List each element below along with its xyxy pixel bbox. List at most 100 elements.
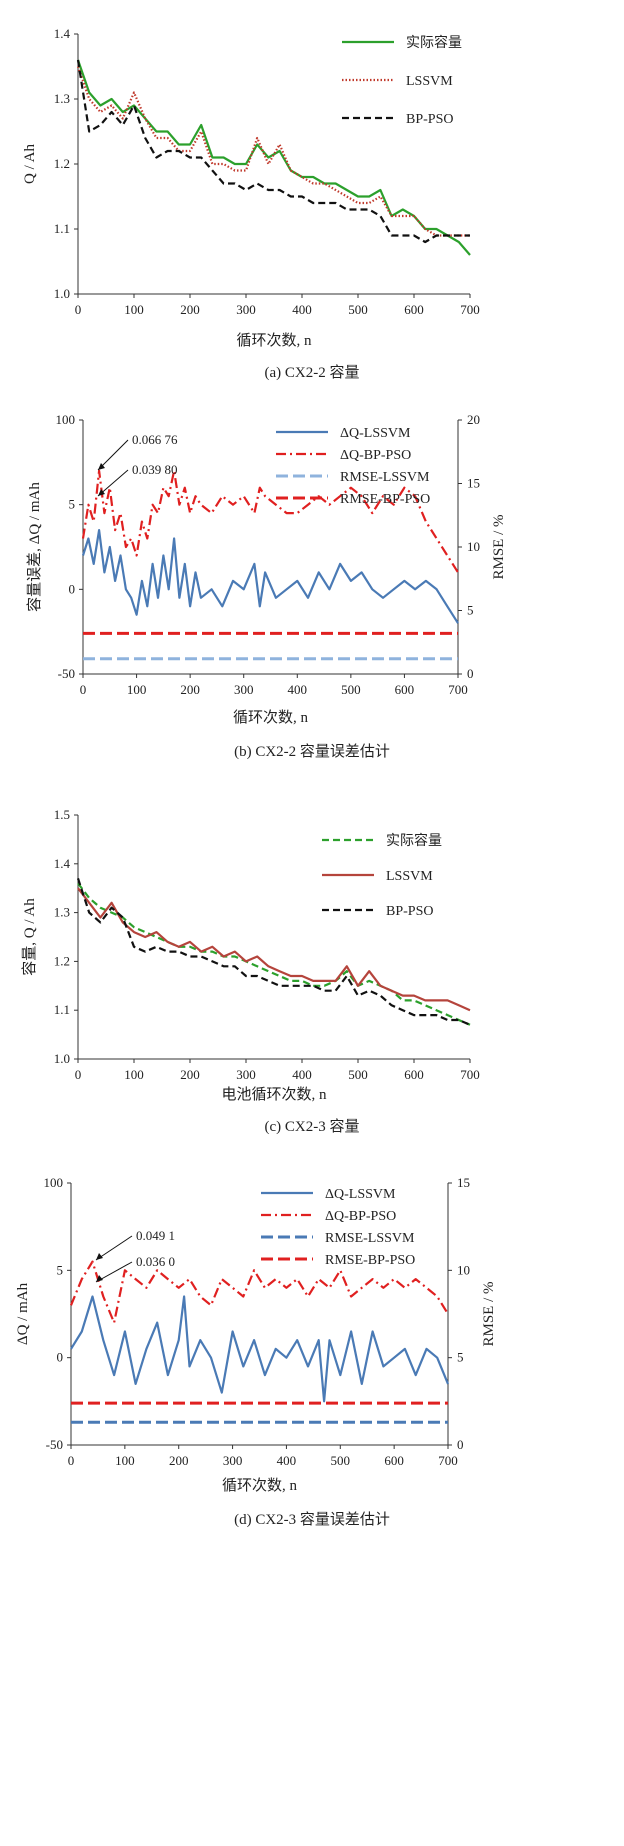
y-tick-label: 1.2 bbox=[54, 156, 70, 171]
x-tick-label: 600 bbox=[395, 682, 415, 697]
x-axis-title: 循环次数, n bbox=[222, 1477, 298, 1494]
legend-label: ΔQ-LSSVM bbox=[325, 1187, 396, 1202]
x-tick-label: 100 bbox=[127, 682, 147, 697]
y-tick-label: 5 bbox=[57, 1262, 64, 1277]
y-tick-label: 1.2 bbox=[54, 953, 70, 968]
series-line-BP-PSO bbox=[76, 59, 470, 244]
x-tick-label: 200 bbox=[180, 302, 200, 317]
series-line-实际容量 bbox=[76, 59, 471, 256]
series-line-ΔQ-BP-PSO bbox=[81, 469, 459, 573]
x-tick-label: 100 bbox=[124, 302, 144, 317]
x-tick-label: 400 bbox=[288, 682, 308, 697]
x-tick-label: 200 bbox=[169, 1453, 189, 1468]
x-tick-label: 600 bbox=[404, 1067, 424, 1082]
y-tick-label: 100 bbox=[56, 412, 76, 427]
annotation-label: 0.066 76 bbox=[132, 432, 178, 447]
series-line-实际容量 bbox=[77, 882, 471, 1026]
y2-tick-label: 15 bbox=[457, 1175, 470, 1190]
figure-caption: (a) CX2-2 容量 bbox=[265, 364, 360, 381]
y2-axis-title: RMSE / % bbox=[491, 514, 507, 579]
y-tick-label: 1.4 bbox=[54, 856, 71, 871]
x-tick-label: 500 bbox=[331, 1453, 351, 1468]
y-axis-title: Q / Ah bbox=[22, 144, 38, 185]
y-tick-label: 1.3 bbox=[54, 91, 70, 106]
series-line-ΔQ-LSSVM bbox=[70, 1295, 450, 1403]
y-axis-title: ΔQ / mAh bbox=[15, 1282, 31, 1345]
x-tick-label: 700 bbox=[448, 682, 468, 697]
legend-label: BP-PSO bbox=[386, 904, 433, 919]
figure-caption: (d) CX2-3 容量误差估计 bbox=[234, 1511, 390, 1528]
x-tick-label: 400 bbox=[277, 1453, 297, 1468]
legend-label: LSSVM bbox=[386, 869, 433, 884]
series-line-LSSVM bbox=[76, 66, 470, 237]
x-tick-label: 300 bbox=[223, 1453, 243, 1468]
x-tick-label: 200 bbox=[180, 1067, 200, 1082]
legend-label: RMSE-BP-PSO bbox=[325, 1253, 415, 1268]
chart-a: 0 100 200 300 400 500 600 700 1.0 1.1 1.2 1.3 1.4 Q /… bbox=[22, 26, 480, 381]
legend-label: ΔQ-BP-PSO bbox=[340, 448, 411, 463]
y2-tick-label: 5 bbox=[467, 603, 474, 618]
y2-tick-label: 0 bbox=[457, 1437, 464, 1452]
y2-tick-label: 15 bbox=[467, 476, 480, 491]
legend-label: ΔQ-LSSVM bbox=[340, 426, 411, 441]
legend-label: 实际容量 bbox=[386, 832, 442, 849]
x-tick-label: 400 bbox=[292, 1067, 312, 1082]
legend-label: LSSVM bbox=[406, 74, 453, 89]
y-tick-label: 0 bbox=[57, 1350, 64, 1365]
series-line-ΔQ-LSSVM bbox=[81, 528, 459, 624]
x-tick-label: 300 bbox=[234, 682, 254, 697]
x-tick-label: 400 bbox=[292, 302, 312, 317]
legend-label: RMSE-BP-PSO bbox=[340, 492, 430, 507]
series-line-ΔQ-BP-PSO bbox=[69, 1260, 449, 1324]
y-tick-label: 1.0 bbox=[54, 1051, 70, 1066]
x-tick-label: 0 bbox=[80, 682, 87, 697]
annotation-arrow bbox=[95, 1235, 133, 1261]
x-axis-title: 循环次数, n bbox=[233, 709, 309, 726]
x-tick-label: 0 bbox=[75, 302, 82, 317]
y-tick-label: -50 bbox=[58, 666, 75, 681]
figure-caption: (b) CX2-2 容量误差估计 bbox=[234, 743, 390, 760]
x-tick-label: 0 bbox=[75, 1067, 82, 1082]
y-axis-title: 容量, Q / Ah bbox=[21, 898, 38, 976]
y-tick-label: 1.4 bbox=[54, 26, 71, 41]
chart-b: 0 100 200 300 400 500 600 700 -50 0 5 100 0 5 10 15 20 RM… bbox=[26, 412, 507, 760]
x-tick-label: 700 bbox=[460, 1067, 480, 1082]
y-tick-label: 1.1 bbox=[54, 1002, 70, 1017]
legend-label: RMSE-LSSVM bbox=[325, 1231, 415, 1246]
y-tick-label: 1.3 bbox=[54, 905, 70, 920]
annotation-arrow bbox=[95, 1261, 133, 1283]
x-tick-label: 300 bbox=[236, 1067, 256, 1082]
y2-tick-label: 20 bbox=[467, 412, 480, 427]
y-tick-label: 5 bbox=[69, 497, 76, 512]
x-tick-label: 300 bbox=[236, 302, 256, 317]
legend-label: 实际容量 bbox=[406, 34, 462, 51]
series-line-LSSVM bbox=[77, 887, 471, 1012]
x-tick-label: 100 bbox=[115, 1453, 135, 1468]
x-tick-label: 200 bbox=[180, 682, 200, 697]
x-tick-label: 0 bbox=[68, 1453, 75, 1468]
y-tick-label: -50 bbox=[46, 1437, 63, 1452]
annotation-arrowhead bbox=[98, 463, 105, 470]
y2-axis-title: RMSE / % bbox=[481, 1281, 497, 1346]
annotation-arrow bbox=[97, 439, 129, 471]
annotation-arrowhead bbox=[98, 489, 105, 496]
annotation-label: 0.036 0 bbox=[136, 1254, 175, 1269]
y-tick-label: 1.0 bbox=[54, 286, 70, 301]
x-tick-label: 500 bbox=[348, 1067, 368, 1082]
chart-d: 0 100 200 300 400 500 600 700 -50 0 5 100 0 5 10 15 RMSE… bbox=[15, 1175, 497, 1528]
x-tick-label: 500 bbox=[341, 682, 361, 697]
y2-tick-label: 10 bbox=[457, 1262, 470, 1277]
chart-c: 0 100 200 300 400 500 600 700 1.0 1.1 1.2 1.3 1.4 1.5… bbox=[21, 807, 480, 1135]
x-tick-label: 600 bbox=[404, 302, 424, 317]
x-tick-label: 700 bbox=[460, 302, 480, 317]
x-tick-label: 600 bbox=[384, 1453, 404, 1468]
annotation-arrowhead bbox=[96, 1275, 103, 1282]
x-tick-label: 100 bbox=[124, 1067, 144, 1082]
y-tick-label: 1.1 bbox=[54, 221, 70, 236]
y-tick-label: 1.5 bbox=[54, 807, 70, 822]
annotation-label: 0.049 1 bbox=[136, 1228, 175, 1243]
x-tick-label: 500 bbox=[348, 302, 368, 317]
x-axis-title: 循环次数, n bbox=[236, 332, 312, 349]
